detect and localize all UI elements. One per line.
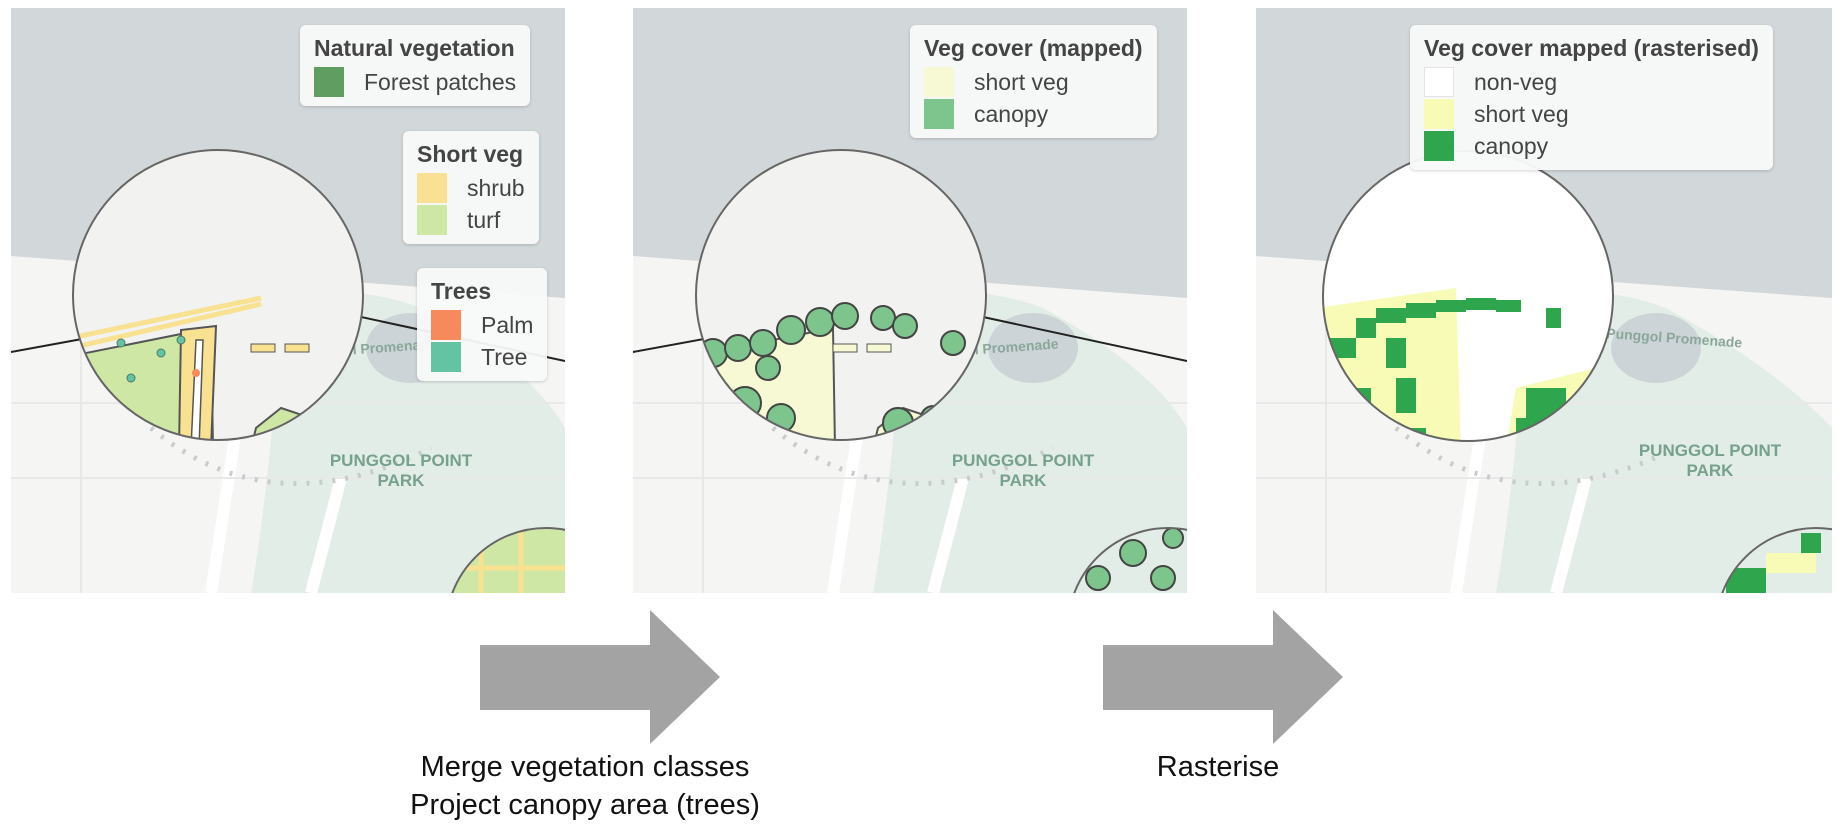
legend-swatch xyxy=(924,67,954,97)
map-label-park: PUNGGOL POINT xyxy=(952,451,1095,470)
legend-item: Palm xyxy=(431,309,533,341)
map-label-park: PUNGGOL POINT xyxy=(330,451,473,470)
legend-label: canopy xyxy=(974,100,1049,127)
legend-veg-cover-rasterised: Veg cover mapped (rasterised) non-veg sh… xyxy=(1410,25,1773,170)
legend-label: Palm xyxy=(481,311,534,338)
zoom-circle xyxy=(695,149,987,441)
legend-item: Tree xyxy=(431,341,533,373)
map-label-park: PUNGGOL POINT xyxy=(1639,441,1782,460)
caption-rasterise: Rasterise xyxy=(1156,751,1280,783)
legend-swatch xyxy=(431,342,461,372)
legend-item: non-veg xyxy=(1424,66,1759,98)
legend-swatch xyxy=(431,310,461,340)
legend-title: Natural vegetation xyxy=(314,35,515,61)
legend-label: Forest patches xyxy=(364,68,517,95)
map-label-park-2: PARK xyxy=(1000,471,1048,490)
legend-item: turf xyxy=(417,204,525,236)
panel-source-vegetation: Punggol Promenade PUNGGOL POINT PARK xyxy=(11,8,565,593)
legend-item: shrub xyxy=(417,172,525,204)
map-label-park-2: PARK xyxy=(1687,461,1735,480)
legend-item: canopy xyxy=(1424,130,1759,162)
legend-title: Trees xyxy=(431,278,492,304)
legend-title: Veg cover mapped (rasterised) xyxy=(1424,35,1759,61)
panel-merged-vegetation: Punggol Promenade PUNGGOL POINT PARK xyxy=(633,8,1187,593)
legend-label: short veg xyxy=(974,68,1069,95)
caption-merge-line2: Project canopy area (trees) xyxy=(410,789,760,821)
legend-short-veg: Short veg shrub turf xyxy=(403,131,539,244)
legend-trees: Trees Palm Tree xyxy=(417,268,548,381)
legend-swatch xyxy=(1424,67,1454,97)
legend-title: Veg cover (mapped) xyxy=(924,35,1143,61)
caption-merge: Merge vegetation classes Project canopy … xyxy=(360,748,810,824)
legend-swatch xyxy=(1424,131,1454,161)
legend-swatch xyxy=(314,67,344,97)
panel-rasterised-vegetation: Punggol Promenade PUNGGOL POINT PARK xyxy=(1256,8,1832,593)
legend-item: short veg xyxy=(924,66,1143,98)
legend-label: turf xyxy=(467,206,501,233)
legend-label: Tree xyxy=(481,343,528,370)
legend-label: canopy xyxy=(1474,132,1549,159)
legend-swatch xyxy=(924,99,954,129)
legend-item: canopy xyxy=(924,98,1143,130)
legend-label: short veg xyxy=(1474,100,1569,127)
caption-merge-line1: Merge vegetation classes xyxy=(420,751,750,783)
arrow-right-icon xyxy=(480,610,720,744)
legend-label: shrub xyxy=(467,174,525,201)
legend-swatch xyxy=(417,173,447,203)
legend-title: Short veg xyxy=(417,141,524,167)
legend-veg-cover-mapped: Veg cover (mapped) short veg canopy xyxy=(910,25,1157,138)
legend-swatch xyxy=(417,205,447,235)
legend-swatch xyxy=(1424,99,1454,129)
legend-item: short veg xyxy=(1424,98,1759,130)
legend-item: Forest patches xyxy=(314,66,516,98)
arrow-right-icon xyxy=(1103,610,1343,744)
map-label-park-2: PARK xyxy=(378,471,426,490)
zoom-circle xyxy=(72,149,364,441)
legend-label: non-veg xyxy=(1474,68,1558,95)
legend-natural-vegetation: Natural vegetation Forest patches xyxy=(300,25,531,106)
